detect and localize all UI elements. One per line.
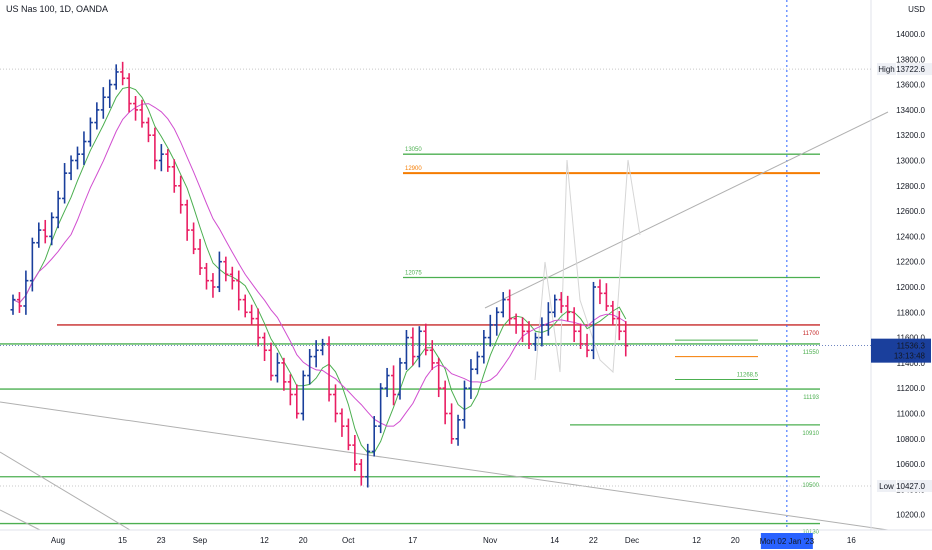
- date-badge-label: Mon 02 Jan '23: [760, 537, 815, 546]
- currency-label: USD: [908, 5, 925, 14]
- y-tick-label: 12400.0: [896, 232, 925, 241]
- y-tick-label: 12600.0: [896, 207, 925, 216]
- last-price-countdown: 13:13:48: [894, 352, 926, 361]
- x-tick-label: 20: [731, 536, 740, 545]
- x-tick-label: 20: [299, 536, 308, 545]
- y-tick-label: 11200.0: [897, 384, 926, 393]
- level-label: 11193: [803, 395, 819, 401]
- date-badge[interactable]: [760, 533, 813, 549]
- y-tick-label: 13200.0: [896, 131, 925, 140]
- y-tick-label: 11800.0: [897, 308, 926, 317]
- y-tick-label: 11600.0: [897, 334, 926, 343]
- trend-line-lower-3: [0, 509, 41, 531]
- extreme-value: 10427.0: [896, 482, 925, 491]
- last-price-badge[interactable]: [871, 338, 931, 363]
- level-label: 11550: [803, 350, 820, 356]
- x-tick-label: 15: [118, 536, 127, 545]
- x-tick-label: 12: [260, 536, 269, 545]
- extreme-tag-label: High: [878, 65, 894, 74]
- y-tick-label: 12000.0: [896, 283, 925, 292]
- level-label: 10910: [802, 431, 819, 437]
- y-tick-label: 10600.0: [896, 460, 925, 469]
- chart-title: US Nas 100, 1D, OANDA: [6, 4, 109, 14]
- level-label: 12075: [405, 271, 422, 277]
- extreme-tag-label: Low: [879, 482, 894, 491]
- x-tick-label: Dec: [625, 536, 639, 545]
- x-tick-label: Oct: [342, 536, 355, 545]
- level-label: 10130: [802, 530, 819, 536]
- trend-line-upper: [484, 111, 889, 309]
- x-tick-label: 12: [692, 536, 701, 545]
- annotation-label: 11268,5: [737, 373, 759, 379]
- x-tick-label: Aug: [51, 536, 65, 545]
- y-tick-label: 11400.0: [897, 359, 926, 368]
- level-label: 12900: [405, 166, 422, 172]
- extreme-tag-bg: [877, 63, 896, 76]
- x-tick-label: 16: [847, 536, 856, 545]
- x-tick-label: 23: [157, 536, 166, 545]
- x-tick-label: Nov: [483, 536, 497, 545]
- y-tick-label: 11000.0: [897, 410, 926, 419]
- y-tick-label: 13800.0: [896, 55, 925, 64]
- level-label: 11700: [803, 331, 820, 337]
- extreme-tag-bg: [877, 479, 896, 492]
- slow-ma-line: [12, 103, 627, 427]
- y-tick-label: 13600.0: [896, 81, 925, 90]
- last-price-value: 11536.3: [897, 342, 926, 351]
- x-tick-label: Sep: [193, 536, 208, 545]
- extreme-value-bg: [897, 63, 932, 76]
- extreme-value-bg: [897, 479, 932, 492]
- x-tick-label: 14: [550, 536, 559, 545]
- y-tick-label: 13000.0: [896, 157, 925, 166]
- y-tick-label: 13400.0: [896, 106, 925, 115]
- x-tick-label: 22: [589, 536, 598, 545]
- trend-line-lower-1: [0, 401, 889, 531]
- y-tick-label: 10200.0: [896, 511, 925, 520]
- y-tick-label: 10800.0: [896, 435, 925, 444]
- y-tick-label: 12800.0: [896, 182, 925, 191]
- trend-line-lower-2: [0, 451, 131, 531]
- level-label: 13050: [405, 147, 422, 153]
- y-tick-label: 14000.0: [896, 30, 925, 39]
- y-tick-label: 12200.0: [896, 258, 925, 267]
- projection-path: [534, 159, 641, 381]
- x-tick-label: 17: [408, 536, 417, 545]
- extreme-value: 13722.6: [896, 65, 925, 74]
- fast-ma-line: [12, 86, 627, 454]
